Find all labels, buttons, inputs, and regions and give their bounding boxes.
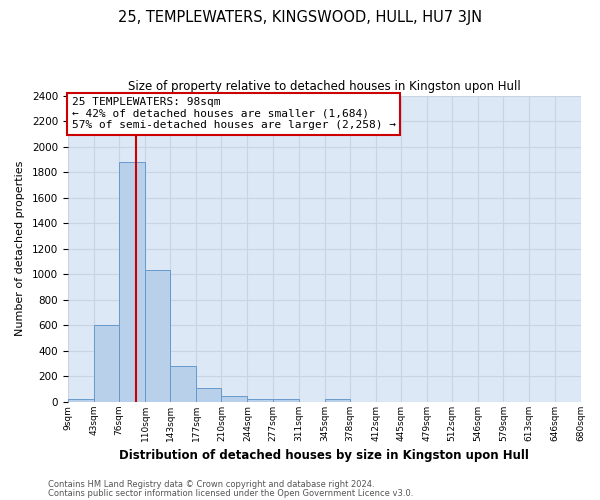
Y-axis label: Number of detached properties: Number of detached properties bbox=[15, 161, 25, 336]
Bar bbox=[221, 396, 247, 402]
Bar bbox=[145, 270, 170, 402]
Text: Contains HM Land Registry data © Crown copyright and database right 2024.: Contains HM Land Registry data © Crown c… bbox=[48, 480, 374, 489]
Bar bbox=[68, 400, 94, 402]
Bar bbox=[170, 366, 196, 402]
X-axis label: Distribution of detached houses by size in Kingston upon Hull: Distribution of detached houses by size … bbox=[119, 450, 529, 462]
Title: Size of property relative to detached houses in Kingston upon Hull: Size of property relative to detached ho… bbox=[128, 80, 521, 93]
Text: 25, TEMPLEWATERS, KINGSWOOD, HULL, HU7 3JN: 25, TEMPLEWATERS, KINGSWOOD, HULL, HU7 3… bbox=[118, 10, 482, 25]
Text: Contains public sector information licensed under the Open Government Licence v3: Contains public sector information licen… bbox=[48, 488, 413, 498]
Bar bbox=[272, 400, 299, 402]
Bar bbox=[119, 162, 145, 402]
Bar bbox=[196, 388, 221, 402]
Bar bbox=[325, 400, 350, 402]
Bar bbox=[247, 399, 272, 402]
Bar bbox=[94, 326, 119, 402]
Text: 25 TEMPLEWATERS: 98sqm
← 42% of detached houses are smaller (1,684)
57% of semi-: 25 TEMPLEWATERS: 98sqm ← 42% of detached… bbox=[72, 97, 396, 130]
